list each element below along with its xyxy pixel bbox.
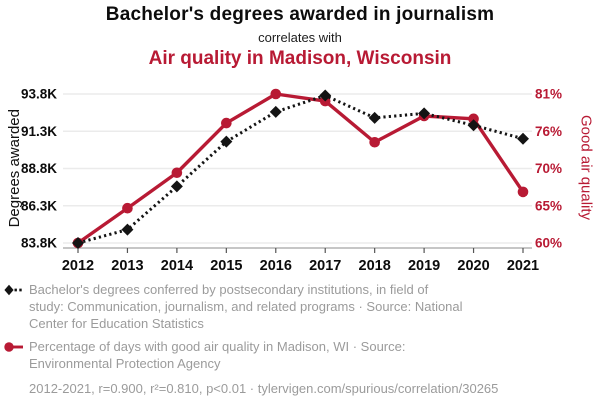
data-point-circle — [517, 186, 529, 198]
x-tick-label: 2012 — [62, 258, 94, 274]
legend: Bachelor's degrees conferred by postseco… — [4, 281, 589, 396]
x-tick-label: 2014 — [161, 258, 193, 274]
legend-label-air-quality: Percentage of days with good air quality… — [29, 339, 406, 371]
left-axis-tick-label: 88.8K — [21, 161, 57, 176]
x-tick-label: 2016 — [260, 258, 292, 274]
series-line-air-quality — [77, 92, 525, 245]
data-point-circle — [122, 202, 133, 214]
x-tick-label: 2019 — [408, 258, 440, 274]
data-point-circle — [221, 117, 232, 129]
legend-item-air-quality: Percentage of days with good air quality… — [4, 338, 589, 372]
x-tick-label: 2017 — [309, 258, 341, 274]
legend-label-degrees: Bachelor's degrees conferred by postseco… — [29, 282, 463, 331]
data-point-circle — [369, 136, 380, 148]
x-tick-label: 2015 — [210, 258, 242, 274]
x-tick-label: 2018 — [359, 258, 391, 274]
left-axis-tick-label: 91.3K — [21, 124, 57, 139]
data-point-diamond — [121, 223, 134, 236]
page-title: Bachelor's degrees awarded in journalism — [105, 4, 495, 25]
data-point-circle — [171, 167, 183, 179]
x-tick-label: 2021 — [507, 258, 539, 274]
x-tick-label: 2020 — [457, 258, 489, 274]
data-point-diamond — [467, 119, 480, 132]
data-point-circle — [468, 113, 479, 125]
right-axis-tick-label: 70% — [535, 161, 562, 176]
data-point-diamond — [220, 135, 233, 148]
correlates-with-text: correlates with — [258, 30, 342, 45]
right-axis-tick-label: 65% — [535, 198, 562, 213]
legend-item-degrees: Bachelor's degrees conferred by postseco… — [4, 281, 589, 332]
black-diamond-dotted-icon — [4, 284, 24, 296]
data-point-circle — [270, 88, 282, 100]
right-axis-tick-label: 60% — [535, 236, 562, 251]
correlated-variable-title: Air quality in Madison, Wisconsin — [148, 48, 452, 69]
data-point-diamond — [72, 237, 84, 249]
stats-footnote: 2012-2021, r=0.900, r²=0.810, p<0.01 · t… — [29, 381, 499, 396]
right-axis-tick-label: 76% — [535, 124, 562, 139]
left-axis-tick-label: 83.8K — [21, 236, 57, 251]
line-chart: 2012 2013 2014 2015 2016 2017 2018 2019 2020 2021… — [21, 87, 562, 275]
left-axis-tick-label: 93.8K — [21, 87, 57, 102]
data-point-diamond — [170, 180, 183, 193]
series-line-degrees — [77, 93, 524, 245]
right-axis-tick-label: 81% — [535, 87, 562, 102]
red-circle-solid-icon — [4, 342, 23, 352]
data-point-diamond — [418, 107, 431, 120]
left-axis-tick-label: 86.3K — [21, 198, 57, 213]
x-tick-label: 2013 — [111, 258, 143, 274]
data-point-diamond — [319, 89, 332, 102]
right-axis-title: Good air quality — [577, 115, 595, 221]
left-axis-title: Degrees awarded — [5, 108, 23, 228]
data-point-diamond — [368, 111, 381, 124]
data-point-diamond — [517, 132, 529, 145]
data-point-diamond — [269, 105, 282, 118]
